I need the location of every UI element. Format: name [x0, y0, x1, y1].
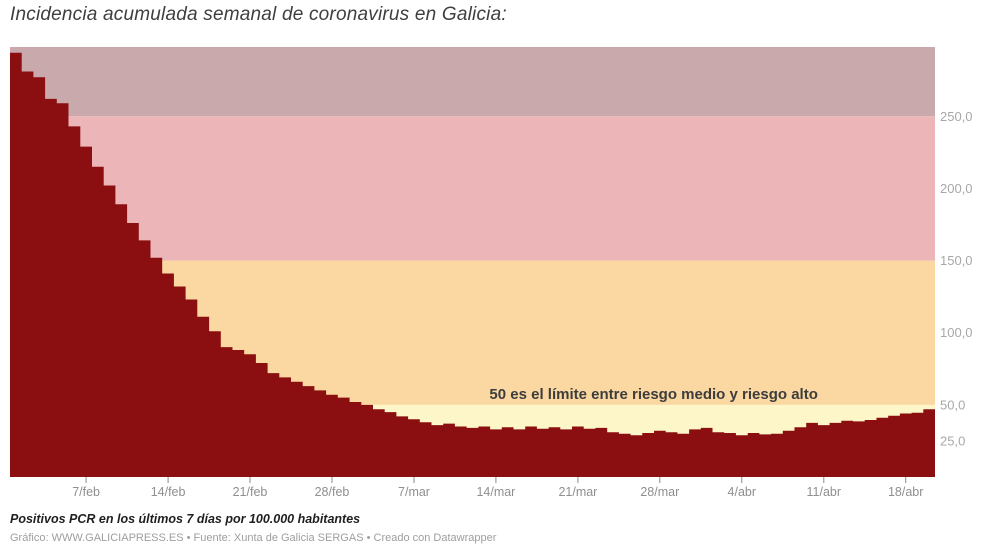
- x-axis-label: 21/feb: [233, 485, 268, 499]
- x-axis-label: 21/mar: [558, 485, 597, 499]
- page-title: Incidencia acumulada semanal de coronavi…: [10, 4, 507, 25]
- incidence-area-series: [10, 52, 935, 478]
- x-axis-label: 18/abr: [888, 485, 923, 499]
- y-axis-label: 25,0: [940, 433, 965, 448]
- incidence-area-chart: 25,0 50,0 100,0 150,0 200,0 250,0 7/feb 14/feb 2…: [10, 47, 973, 499]
- y-axis-label: 250,0: [940, 109, 973, 124]
- x-axis-label: 7/feb: [72, 485, 100, 499]
- x-axis-label: 14/mar: [476, 485, 515, 499]
- threshold-annotation: 50 es el límite entre riesgo medio y rie…: [489, 386, 817, 403]
- y-axis-label: 50,0: [940, 397, 965, 412]
- x-axis-label: 28/feb: [315, 485, 350, 499]
- risk-band-over-250: [10, 47, 935, 117]
- y-axis-label: 100,0: [940, 325, 973, 340]
- x-axis-label: 7/mar: [398, 485, 430, 499]
- x-axis-label: 14/feb: [151, 485, 186, 499]
- y-axis-label: 150,0: [940, 253, 973, 268]
- x-axis-label: 11/abr: [807, 485, 842, 499]
- x-axis-label: 28/mar: [640, 485, 679, 499]
- y-axis-label: 200,0: [940, 181, 973, 196]
- chart-credit: Gráfico: WWW.GALICIAPRESS.ES • Fuente: X…: [10, 532, 497, 544]
- x-axis-label: 4/abr: [728, 485, 757, 499]
- risk-band-150-250: [10, 116, 935, 261]
- chart-note: Positivos PCR en los últimos 7 días por …: [10, 512, 361, 526]
